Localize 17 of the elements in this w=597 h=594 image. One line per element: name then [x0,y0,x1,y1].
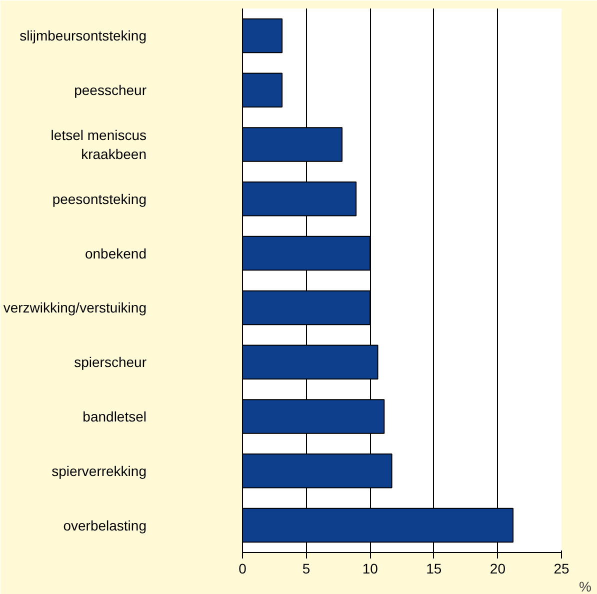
y-tick-label: peesscheur [74,82,147,98]
y-tick-label: verzwikking/verstuiking [3,300,147,316]
y-tick-label: slijmbeursontsteking [20,28,147,44]
x-tick-label: 5 [302,560,310,576]
x-tick-label: 25 [554,560,570,576]
y-tick-label: peesontsteking [52,190,147,207]
x-tick-label: 20 [490,560,506,576]
y-tick-label: overbelasting [63,517,147,534]
x-tick-label: 0 [238,560,247,576]
y-tick-label: onbekend [84,245,147,262]
y-tick-label: spierscheur [74,354,147,370]
x-axis-title: % [579,578,592,594]
x-tick-label: 10 [362,560,378,576]
x-tick-label: 15 [426,560,442,576]
y-tick-label: bandletsel [82,408,146,424]
y-tick-label: spierverrekking [52,462,147,479]
y-tick-label: letsel meniscus kraakbeen [50,126,147,162]
